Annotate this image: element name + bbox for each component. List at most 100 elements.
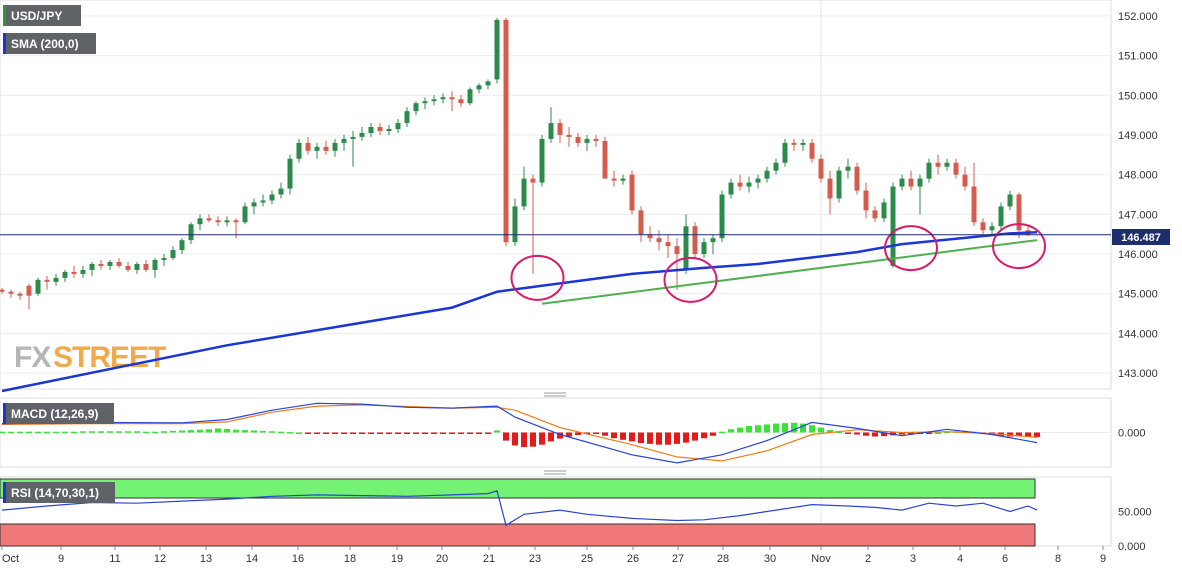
candle-body xyxy=(908,178,914,187)
candle-body xyxy=(161,258,167,260)
candle-body xyxy=(773,162,779,171)
macd-histogram-bar xyxy=(737,427,743,433)
x-tick-label: 2 xyxy=(865,553,871,565)
rsi-oversold-zone xyxy=(0,523,1036,547)
sma-tag[interactable]: SMA (200,0) xyxy=(3,33,96,54)
macd-histogram-bar xyxy=(764,424,770,433)
candle-body xyxy=(494,19,500,80)
pane-resize-handle-1[interactable] xyxy=(544,392,566,397)
macd-histogram-bar xyxy=(17,431,23,434)
macd-histogram-bar xyxy=(80,431,86,433)
support-trendline xyxy=(541,239,1038,305)
x-tick-label: 12 xyxy=(154,553,166,565)
indicator-lines xyxy=(1,230,1038,527)
rsi-label: RSI (14,70,30,1) xyxy=(11,486,99,500)
candle-body xyxy=(107,261,113,266)
macd-histogram-bar xyxy=(728,429,734,433)
candle-body xyxy=(287,158,293,189)
candle-body xyxy=(827,178,833,199)
rsi-tag[interactable]: RSI (14,70,30,1) xyxy=(3,482,115,503)
candle-body xyxy=(710,238,716,243)
candle-body xyxy=(836,170,842,199)
macd-histogram-bar xyxy=(881,432,887,437)
macd-histogram-bar xyxy=(359,432,365,434)
x-tick-label: 6 xyxy=(1002,553,1008,565)
candle-body xyxy=(179,240,185,251)
price-tick-label: 144.000 xyxy=(1118,328,1158,340)
x-tick-label: 28 xyxy=(717,553,729,565)
candle-body xyxy=(701,242,707,255)
candle-body xyxy=(314,146,320,151)
symbol-tag[interactable]: USD/JPY xyxy=(3,5,81,26)
macd-histogram-bar xyxy=(287,432,293,434)
rsi-line xyxy=(1,490,1038,527)
candlesticks xyxy=(0,17,1031,310)
candle-body xyxy=(368,127,374,133)
price-tick-label: 150.000 xyxy=(1118,90,1158,102)
candle-body xyxy=(863,190,869,211)
svg-text:FX: FX xyxy=(14,341,51,374)
candle-body xyxy=(233,220,239,223)
macd-histogram-bar xyxy=(494,430,500,433)
pane-resize-handle-2[interactable] xyxy=(544,470,566,475)
macd-histogram-bar xyxy=(323,432,329,434)
x-tick-label: 19 xyxy=(391,553,403,565)
macd-histogram-bar xyxy=(584,432,590,434)
macd-histogram-bar xyxy=(1007,432,1013,437)
macd-histogram-bar xyxy=(575,432,581,435)
x-tick-label: 23 xyxy=(529,553,541,565)
x-tick-label: 3 xyxy=(910,553,916,565)
candle-body xyxy=(602,140,608,179)
x-tick-label: 11 xyxy=(109,553,120,565)
highlight-circle xyxy=(510,254,565,301)
candle-body xyxy=(53,277,59,282)
candle-body xyxy=(215,220,221,223)
macd-histogram-bar xyxy=(161,431,167,433)
sma-200-line xyxy=(1,230,1038,393)
x-tick-label: 8 xyxy=(1055,553,1061,565)
macd-histogram-bar xyxy=(26,431,32,434)
macd-histogram-bar xyxy=(332,432,338,434)
candle-body xyxy=(665,242,671,247)
macd-histogram-bar xyxy=(521,432,527,448)
macd-histogram-bar xyxy=(476,432,482,434)
x-tick-label: Nov xyxy=(811,553,831,565)
macd-histogram-bar xyxy=(530,432,536,447)
x-axis: Oct 9 11 12 13 14 16 18 19 20 21 23 25 26 27 28 30 Nov 2 3 4… xyxy=(1,546,1106,565)
candle-body xyxy=(935,162,941,167)
candle-body xyxy=(269,194,275,201)
macd-histogram-bar xyxy=(314,432,320,434)
x-tick-label: 18 xyxy=(344,553,356,565)
candle-body xyxy=(728,182,734,195)
candle-body xyxy=(746,182,752,187)
macd-histogram-bar xyxy=(647,432,653,444)
macd-histogram-bar xyxy=(44,431,50,434)
macd-histogram-bar xyxy=(260,430,266,433)
rsi-tick-label: 50.000 xyxy=(1118,507,1152,519)
candle-body xyxy=(98,263,104,266)
macd-histogram-bar xyxy=(278,431,284,434)
candle-body xyxy=(872,210,878,219)
candle-body xyxy=(926,162,932,179)
candle-body xyxy=(386,129,392,131)
x-tick-label: 30 xyxy=(764,553,776,565)
candle-body xyxy=(206,218,212,221)
candle-body xyxy=(134,263,140,270)
macd-histogram-bar xyxy=(467,432,473,434)
candle-body xyxy=(548,123,554,139)
macd-histogram-bar xyxy=(368,432,374,434)
macd-tag[interactable]: MACD (12,26,9) xyxy=(3,403,114,424)
macd-tick-label: 0.000 xyxy=(1118,428,1146,440)
rsi-overbought-zone xyxy=(0,478,1036,499)
price-tick-label: 152.000 xyxy=(1118,11,1158,23)
current-price-label: 146.487 xyxy=(1121,232,1161,244)
candle-body xyxy=(350,136,356,139)
macd-histogram-bar xyxy=(548,432,554,442)
candle-body xyxy=(71,271,77,274)
candle-body xyxy=(656,238,662,243)
macd-histogram-bar xyxy=(125,431,131,433)
x-tick-label: 21 xyxy=(483,553,495,565)
candle-body xyxy=(512,206,518,243)
candle-body xyxy=(26,285,32,296)
